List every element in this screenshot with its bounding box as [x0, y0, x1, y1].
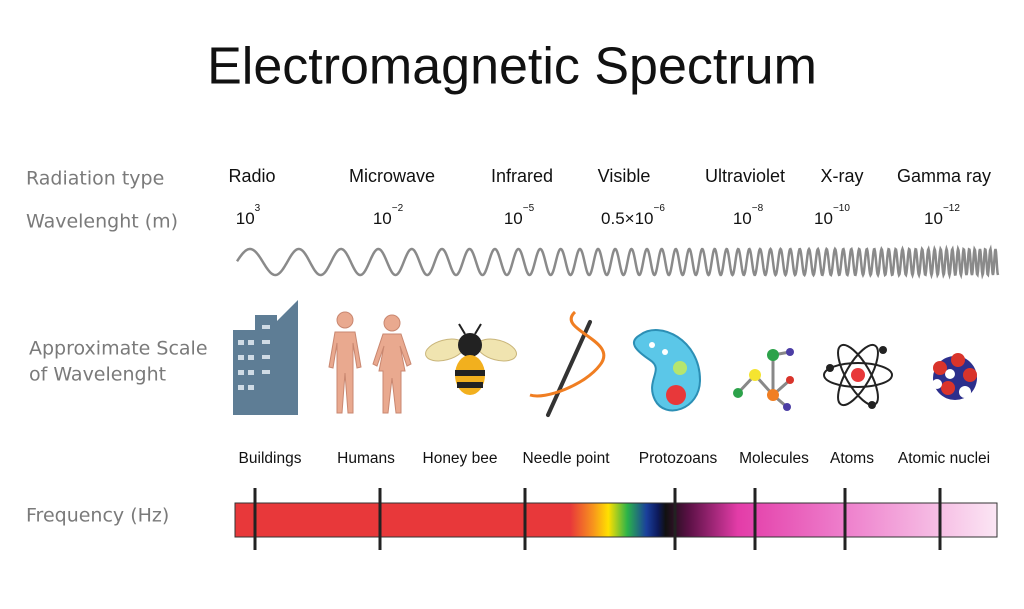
scale-object: Atomic nuclei [898, 450, 990, 467]
scale-object: Humans [337, 450, 395, 467]
wavelength-base: 10 [236, 209, 255, 228]
title: Electromagnetic Spectrum [207, 38, 817, 96]
row-label: Wavelenght (m) [26, 211, 178, 233]
icon-humans [328, 311, 412, 414]
wavelength-base: 10 [733, 209, 752, 228]
frequency-dividers [253, 488, 942, 550]
row-label: Approximate Scale [29, 338, 208, 360]
wavelength-exponent: 3 [255, 203, 261, 214]
wavelength: 10−2 [373, 203, 404, 229]
radiation-type: Gamma ray [897, 166, 991, 186]
row-label: Radiation type [26, 168, 164, 190]
wavelength: 0.5×10−6 [601, 203, 665, 229]
wavelength: 10−5 [504, 203, 535, 229]
radiation-type: Visible [598, 166, 651, 186]
row-label: Frequency (Hz) [26, 505, 169, 527]
row-label: of Wavelenght [29, 364, 166, 386]
wavelength: 103 [236, 203, 261, 229]
scale-object: Needle point [522, 450, 610, 467]
radiation-type: Radio [228, 166, 275, 186]
wave [235, 244, 1000, 280]
icon-nucleus [932, 353, 977, 400]
scale-object: Atoms [830, 450, 874, 467]
icon-buildings [233, 300, 298, 415]
wavelength: 10−12 [924, 203, 960, 229]
wavelength-base: 10 [814, 209, 833, 228]
scale-object: Molecules [739, 450, 809, 467]
wavelength-exponent: −8 [752, 203, 764, 214]
wavelength-exponent: −2 [392, 203, 404, 214]
radiation-type: Microwave [349, 166, 435, 186]
wavelength: 10−8 [733, 203, 764, 229]
scale-object: Buildings [239, 450, 302, 467]
frequency-bar [234, 502, 998, 538]
radiation-type: X-ray [820, 166, 863, 186]
scale-object: Honey bee [423, 450, 498, 467]
wavelength-exponent: −5 [523, 203, 535, 214]
wavelength-base: 10 [924, 209, 943, 228]
wavelength-base: 0.5×10 [601, 209, 653, 228]
radiation-type: Ultraviolet [705, 166, 785, 186]
wavelength: 10−10 [814, 203, 850, 229]
wavelength-exponent: −10 [833, 203, 850, 214]
wavelength-exponent: −12 [943, 203, 960, 214]
icon-molecule [733, 348, 794, 411]
radiation-type: Infrared [491, 166, 553, 186]
wavelength-exponent: −6 [654, 203, 666, 214]
wavelength-base: 10 [504, 209, 523, 228]
icon-protozoan [632, 329, 702, 412]
icon-honey-bee [425, 323, 517, 395]
scale-object: Protozoans [639, 450, 718, 467]
icon-needle [529, 310, 606, 417]
icon-atom [823, 343, 893, 409]
wavelength-base: 10 [373, 209, 392, 228]
